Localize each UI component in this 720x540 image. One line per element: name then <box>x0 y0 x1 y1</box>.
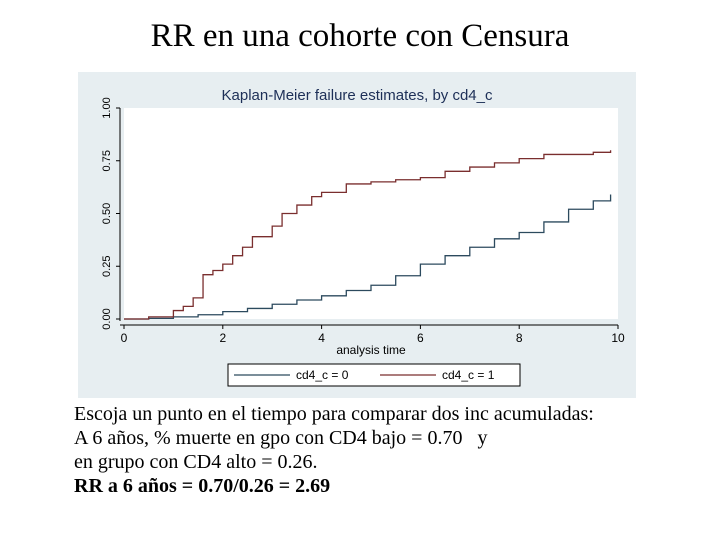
y-tick-label: 0.75 <box>101 150 113 171</box>
caption: Escoja un punto en el tiempo para compar… <box>74 402 714 498</box>
km-chart-svg: Kaplan-Meier failure estimates, by cd4_c… <box>101 87 625 387</box>
x-tick-label: 10 <box>611 331 625 345</box>
legend-label-0: cd4_c = 0 <box>296 368 349 382</box>
y-tick-label: 1.00 <box>101 97 113 118</box>
caption-line-4: RR a 6 años = 0.70/0.26 = 2.69 <box>74 475 331 497</box>
x-tick-label: 8 <box>516 331 523 345</box>
slide-title: RR en una cohorte con Censura <box>150 18 570 54</box>
caption-line-2: A 6 años, % muerte en gpo con CD4 bajo =… <box>74 427 488 449</box>
x-tick-label: 0 <box>121 331 128 345</box>
legend-label-1: cd4_c = 1 <box>442 368 495 382</box>
series-line-1 <box>124 150 612 320</box>
series-line-0 <box>124 194 612 320</box>
km-chart: Kaplan-Meier failure estimates, by cd4_c… <box>78 72 636 398</box>
x-tick-label: 6 <box>417 331 424 345</box>
y-tick-label: 0.25 <box>101 256 113 277</box>
legend-box <box>227 363 521 387</box>
caption-line-3: en grupo con CD4 alto = 0.26. <box>74 451 318 473</box>
caption-line-1: Escoja un punto en el tiempo para compar… <box>74 403 594 425</box>
x-tick-label: 2 <box>219 331 226 345</box>
y-tick-label: 0.00 <box>101 308 113 329</box>
y-tick-label: 0.50 <box>101 203 113 224</box>
x-tick-label: 4 <box>318 331 325 345</box>
x-axis-label: analysis time <box>336 343 406 357</box>
chart-title: Kaplan-Meier failure estimates, by cd4_c <box>222 87 493 104</box>
plot-area <box>124 108 618 319</box>
